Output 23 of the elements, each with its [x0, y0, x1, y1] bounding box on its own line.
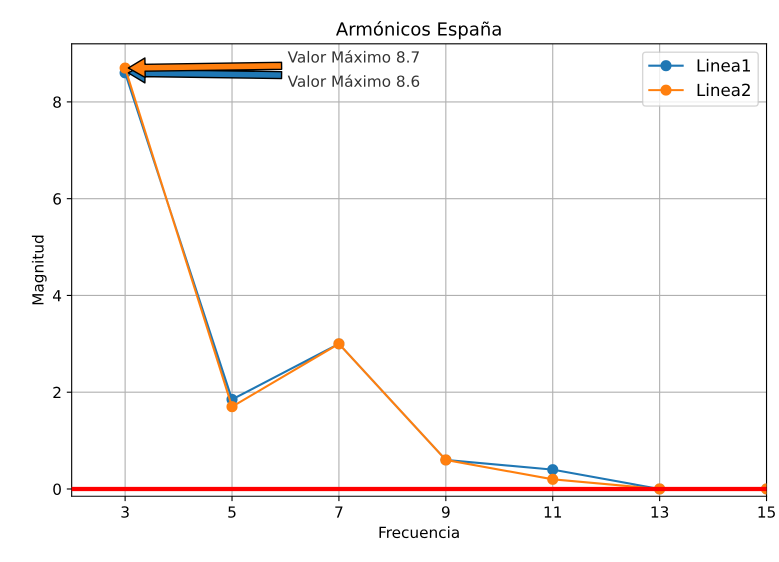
x-tick-label: 13	[652, 506, 668, 518]
x-tick-label: 11	[544, 506, 562, 518]
y-axis-title: Magnitud	[32, 236, 47, 304]
x-tick-label: 7	[335, 506, 342, 518]
x-axis-title: Frecuencia	[380, 526, 459, 538]
legend-label: Linea1	[698, 58, 750, 72]
x-tick-label: 3	[121, 506, 129, 518]
y-tick-label: 0	[53, 483, 61, 496]
point	[547, 464, 558, 476]
annotation: Valor Máximo 8.7	[288, 50, 419, 63]
point	[226, 401, 238, 412]
annotation: Valor Máximo 8.6	[288, 74, 420, 88]
y-tick-label: 6	[53, 193, 61, 205]
x-tick-label: 15	[758, 506, 775, 518]
x-tick-label: 9	[442, 506, 450, 518]
point	[120, 62, 131, 74]
point	[547, 474, 558, 485]
y-tick-label: 2	[53, 386, 60, 398]
legend-label: Linea2	[698, 83, 750, 96]
y-tick-label: 4	[52, 290, 62, 302]
chart-title: Armónicos España	[336, 21, 501, 40]
x-tick-label: 5	[228, 506, 236, 518]
y-tick-label: 8	[53, 96, 61, 108]
